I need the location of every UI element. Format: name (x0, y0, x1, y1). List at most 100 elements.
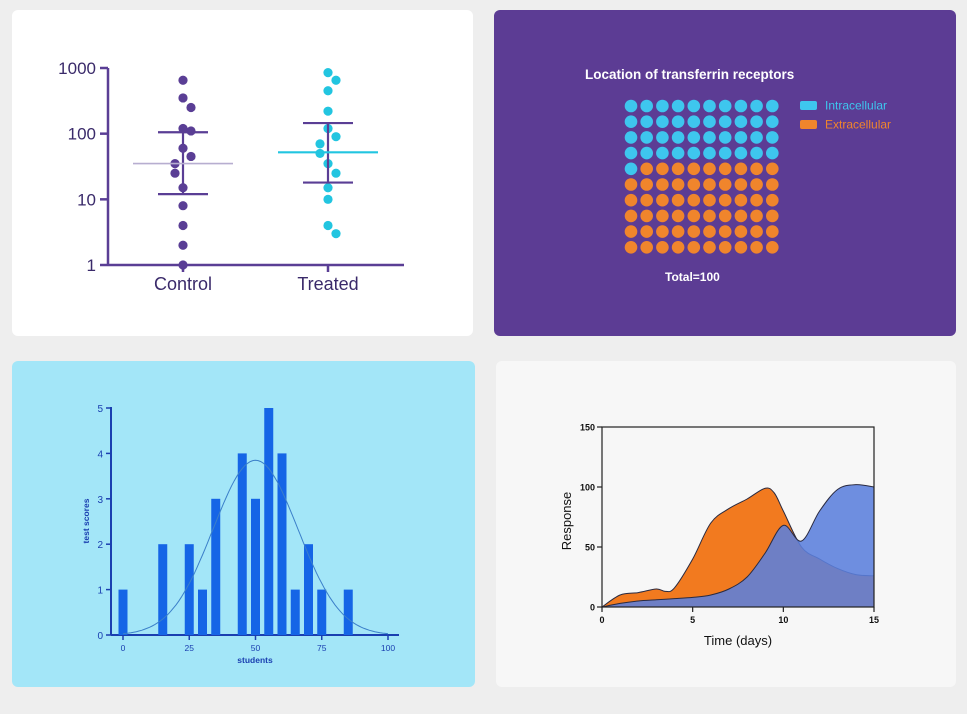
histogram-bar (118, 589, 128, 635)
waffle-cell-intracellular (624, 115, 638, 128)
waffle-cell-intracellular (656, 146, 669, 160)
waffle-cell-extracellular (718, 241, 732, 254)
data-point (331, 229, 341, 239)
waffle-cell-extracellular (671, 162, 685, 176)
waffle-cell-extracellular (718, 178, 732, 191)
y-tick-label: 4 (97, 449, 103, 460)
y-tick-label: 50 (585, 543, 595, 553)
x-tick-label: 0 (121, 643, 126, 653)
waffle-cell-extracellular (750, 178, 763, 191)
waffle-cell-extracellular (734, 225, 748, 238)
waffle-cell-intracellular (718, 99, 732, 113)
y-tick-label: 3 (97, 495, 103, 506)
waffle-cell-extracellular (656, 162, 669, 176)
waffle-cell-extracellular (766, 193, 779, 207)
waffle-cell-extracellular (687, 178, 701, 191)
histogram-bar (184, 544, 194, 635)
data-point (178, 75, 188, 85)
y-tick-label: 150 (580, 423, 595, 433)
area-chart-frame (601, 426, 875, 608)
y-tick-label: 100 (580, 483, 595, 493)
data-point (178, 201, 188, 211)
waffle-cell-extracellular (734, 193, 748, 207)
y-tick-label: 1000 (58, 59, 96, 78)
waffle-cell-extracellular (656, 241, 669, 254)
dot-plot-x-ticks: Control Treated (154, 265, 359, 294)
waffle-cell-extracellular (718, 225, 732, 238)
data-point (186, 102, 196, 113)
histogram-y-label: test scores (81, 498, 91, 543)
x-tick-label: 50 (251, 643, 261, 653)
waffle-chart-panel: Location of transferrin receptors Intrac… (494, 10, 956, 336)
waffle-cell-intracellular (718, 131, 732, 144)
waffle-cell-intracellular (687, 131, 701, 144)
area-chart-panel: 0 50 100 150 0 5 10 15 Time (days) Response (496, 361, 956, 687)
waffle-cell-intracellular (734, 146, 748, 160)
data-point (315, 148, 325, 159)
waffle-total-label: Total=100 (665, 270, 720, 284)
waffle-cell-extracellular (671, 241, 685, 254)
waffle-cell-extracellular (750, 241, 763, 254)
x-tick-label: 25 (185, 643, 195, 653)
waffle-cell-extracellular (640, 241, 653, 254)
x-tick-label: Treated (297, 274, 358, 294)
waffle-cell-intracellular (640, 99, 653, 113)
histogram-bar (304, 544, 313, 635)
area-chart-x-label: Time (days) (704, 633, 772, 648)
waffle-cell-intracellular (640, 146, 653, 160)
waffle-cell-intracellular (687, 99, 701, 113)
x-tick-label: 15 (869, 615, 879, 625)
waffle-cell-intracellular (766, 99, 779, 113)
waffle-cell-extracellular (703, 225, 716, 238)
x-tick-label: 5 (690, 615, 695, 625)
waffle-cell-intracellular (750, 131, 763, 144)
waffle-cell-extracellular (766, 162, 779, 176)
waffle-cell-intracellular (624, 146, 638, 160)
data-point (323, 220, 333, 231)
waffle-cell-intracellular (624, 131, 638, 144)
waffle-cell-extracellular (671, 178, 685, 191)
waffle-cell-intracellular (687, 146, 701, 160)
area-chart-x-ticks: 0 5 10 15 (599, 607, 879, 625)
histogram-bar (198, 589, 207, 635)
data-point (186, 151, 196, 162)
waffle-cells (624, 99, 779, 254)
data-point (331, 132, 341, 142)
waffle-cell-intracellular (750, 146, 763, 160)
waffle-cell-extracellular (703, 178, 716, 191)
data-point (315, 139, 325, 149)
waffle-cell-extracellular (640, 225, 653, 238)
dot-plot-marks (133, 68, 378, 270)
waffle-cell-extracellular (687, 193, 701, 207)
waffle-cell-intracellular (671, 146, 685, 160)
waffle-cell-extracellular (640, 162, 653, 176)
waffle-cell-intracellular (766, 131, 779, 144)
waffle-cell-intracellular (750, 99, 763, 113)
histogram-x-label: students (237, 655, 273, 665)
data-point (178, 220, 188, 231)
waffle-cell-intracellular (671, 99, 685, 113)
histogram-bar (277, 453, 287, 635)
histogram-panel: 0 1 2 3 4 5 0 25 50 75 100 students test scores (12, 361, 475, 687)
waffle-cell-extracellular (687, 162, 701, 176)
data-point (323, 194, 333, 204)
histogram-bar (211, 498, 221, 635)
data-point (323, 86, 333, 96)
histogram-x-ticks: 0 25 50 75 100 (121, 635, 395, 653)
waffle-cell-extracellular (687, 225, 701, 238)
y-tick-label: 5 (97, 404, 103, 415)
waffle-cell-extracellular (656, 193, 669, 207)
waffle-title: Location of transferrin receptors (585, 67, 794, 82)
waffle-cell-intracellular (766, 146, 779, 160)
x-tick-label: Control (154, 274, 212, 294)
area-chart-y-ticks: 0 50 100 150 (580, 423, 602, 613)
waffle-cell-intracellular (656, 131, 669, 144)
dot-plot-axes (106, 68, 404, 267)
waffle-cell-intracellular (640, 131, 653, 144)
waffle-cell-extracellular (703, 241, 716, 254)
area-chart: 0 50 100 150 0 5 10 15 Time (days) Response (559, 423, 879, 649)
dot-plot-panel: 1 10 100 1000 Control Treated (12, 10, 473, 336)
waffle-cell-extracellular (734, 209, 748, 223)
legend-label: Extracellular (825, 118, 891, 132)
y-tick-label: 0 (590, 603, 595, 613)
